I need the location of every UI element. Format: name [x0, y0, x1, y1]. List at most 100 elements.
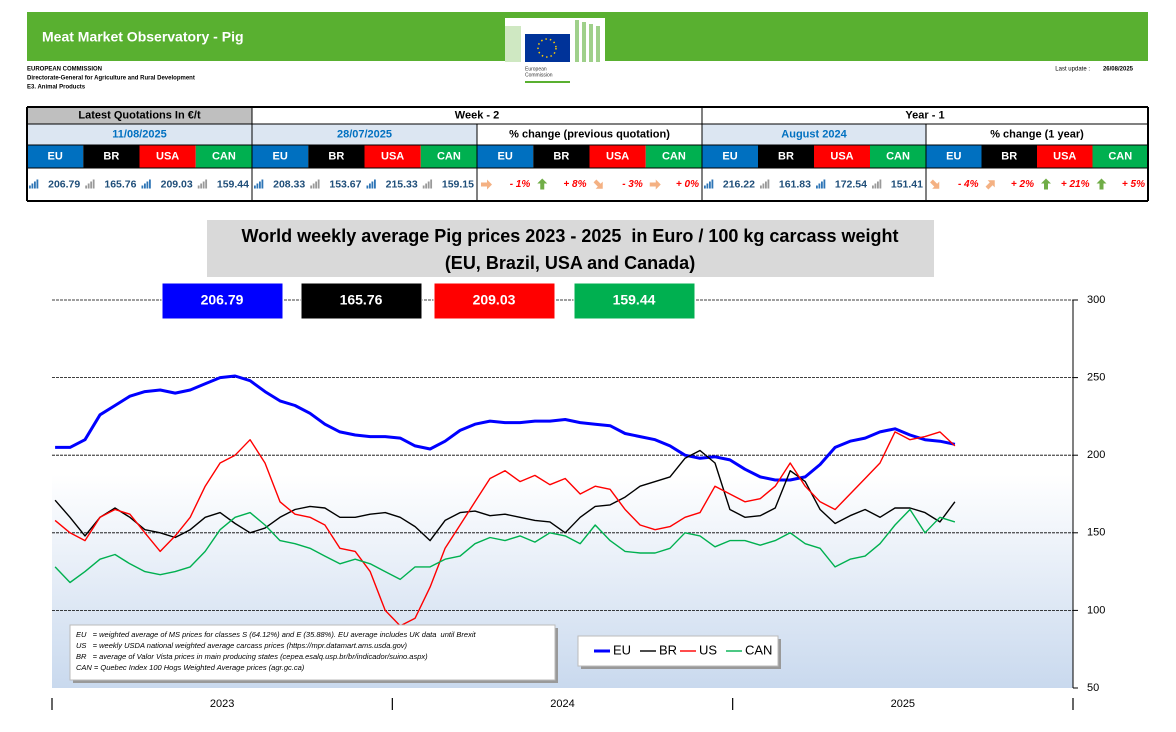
bar-icon: [261, 179, 264, 189]
change-value: - 4%: [958, 179, 979, 190]
quotation-value: 151.41: [891, 178, 923, 190]
bar-icon: [427, 181, 430, 189]
bar-icon: [709, 181, 711, 189]
subheader-bg: [252, 124, 477, 145]
bar-icon: [310, 185, 313, 189]
org-line: EUROPEAN COMMISSION: [27, 67, 102, 73]
bar-icon: [87, 183, 90, 189]
bar-icon: [374, 179, 376, 189]
bar-icon: [90, 181, 93, 189]
bar-icon: [816, 185, 818, 189]
org-line: Directorate-General for Agriculture and …: [27, 76, 195, 82]
subheader-bg: [702, 124, 926, 145]
country-label: CAN: [1108, 150, 1132, 162]
country-label: USA: [1053, 150, 1076, 162]
series-line: [55, 374, 956, 482]
last-update-label: Last update :: [1055, 67, 1090, 73]
country-label: CAN: [437, 150, 461, 162]
legend-label: EU: [613, 642, 631, 657]
subheader: % change (previous quotation): [509, 128, 670, 140]
note: US = weekly USDA national weighted avera…: [76, 641, 408, 650]
country-cell: [814, 145, 870, 168]
chart-subtitle: (EU, Brazil, USA and Canada): [445, 253, 695, 273]
bar-icon: [85, 185, 88, 189]
trend-arrow: [930, 179, 940, 189]
country-label: USA: [830, 150, 853, 162]
latest-box: [300, 282, 423, 320]
change-value: + 8%: [563, 179, 586, 190]
y-tick-label: 250: [1087, 372, 1105, 384]
country-cell: [981, 145, 1037, 168]
bar-icon: [765, 181, 767, 189]
bar-icon: [872, 185, 874, 189]
latest-box: [161, 282, 284, 320]
bar-icon: [317, 179, 320, 189]
plot-background: [52, 300, 1073, 688]
x-tick-label: 2024: [550, 698, 574, 710]
country-label: BR: [778, 150, 794, 162]
note: BR = average of Valor Vista prices in ma…: [76, 652, 428, 661]
last-update: 26/08/2025: [1103, 67, 1134, 73]
group-header: Year - 1: [905, 109, 944, 121]
bar-icon: [141, 185, 144, 189]
country-label: BR: [328, 150, 344, 162]
country-label: USA: [156, 150, 179, 162]
country-label: EU: [47, 150, 62, 162]
trend-arrow: [593, 179, 603, 189]
bar-icon: [144, 183, 146, 189]
bar-icon: [202, 181, 205, 189]
bar-icon: [369, 183, 371, 189]
bar-icon: [874, 183, 877, 189]
subheader: 28/07/2025: [337, 128, 392, 140]
change-value: + 0%: [676, 179, 699, 190]
quotation-value: 206.79: [48, 178, 80, 190]
bar-icon: [879, 179, 882, 189]
quotation-value: 216.22: [723, 178, 755, 190]
bar-icon: [92, 179, 95, 189]
bar-icon: [704, 185, 706, 189]
trend-arrow: [1096, 178, 1107, 190]
y-tick-label: 150: [1087, 527, 1105, 539]
bar-icon: [315, 181, 318, 189]
series-line: [54, 431, 956, 627]
bar-icon: [371, 181, 374, 189]
subheader-bg: [926, 124, 1148, 145]
country-cell: [1092, 145, 1148, 168]
x-tick-label: 2025: [891, 698, 915, 710]
bar-icon: [877, 181, 879, 189]
country-cell: [589, 145, 646, 168]
bar-icon: [146, 181, 149, 189]
bar-icon: [149, 179, 151, 189]
quotation-value: 165.76: [104, 178, 136, 190]
y-tick-label: 100: [1087, 604, 1105, 616]
country-cell: [702, 145, 758, 168]
country-label: EU: [722, 150, 737, 162]
change-value: + 5%: [1122, 179, 1145, 190]
country-cell: [645, 145, 702, 168]
latest-value: 159.44: [613, 292, 656, 308]
bar-icon: [425, 183, 428, 189]
subheader: % change (1 year): [990, 128, 1084, 140]
trend-arrow: [1041, 178, 1051, 190]
latest-box: [433, 282, 556, 320]
bar-icon: [818, 183, 821, 189]
change-value: - 3%: [622, 179, 643, 190]
notes-box: [69, 624, 556, 681]
legend-label: CAN: [745, 642, 772, 657]
bar-icon: [823, 179, 826, 189]
quotation-value: 208.33: [273, 178, 305, 190]
bar-icon: [205, 179, 208, 189]
latest-value: 165.76: [340, 292, 383, 308]
country-cell: [758, 145, 814, 168]
country-label: CAN: [212, 150, 236, 162]
change-value: - 1%: [510, 179, 531, 190]
bar-icon: [760, 185, 762, 189]
country-label: USA: [381, 150, 404, 162]
country-label: USA: [606, 150, 629, 162]
header-title: Meat Market Observatory - Pig: [42, 29, 244, 45]
country-cell: [139, 145, 196, 168]
legend-label: US: [699, 642, 717, 657]
y-tick-label: 300: [1087, 294, 1105, 306]
latest-value: 206.79: [201, 292, 244, 308]
trend-arrow: [985, 180, 995, 190]
